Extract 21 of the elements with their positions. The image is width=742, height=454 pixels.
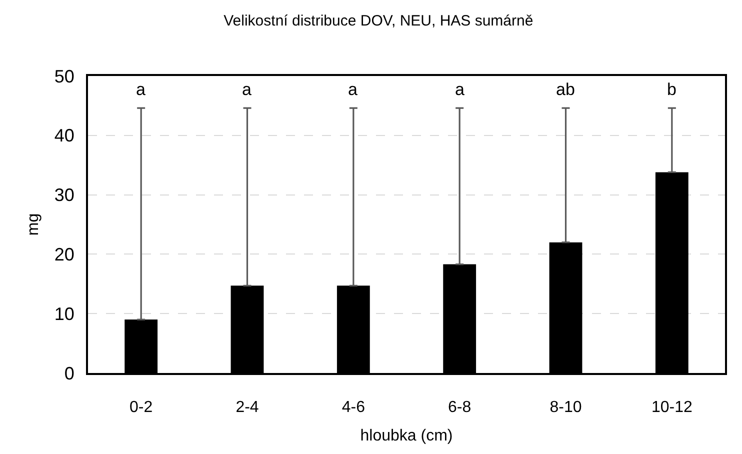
annotation: a	[455, 80, 465, 99]
annotation: a	[242, 80, 252, 99]
x-tick-label: 0-2	[130, 399, 153, 416]
x-tick-label: 2-4	[236, 399, 259, 416]
y-tick-label: 30	[54, 185, 74, 206]
chart-title: Velikostní distribuce DOV, NEU, HAS sumárně	[224, 12, 534, 30]
annotation: a	[348, 80, 358, 99]
annotation: ab	[556, 80, 575, 99]
y-tick-label: 20	[54, 244, 74, 264]
x-tick-label: 10-12	[651, 399, 692, 416]
y-tick-label: 10	[54, 304, 74, 324]
y-tick-label: 40	[54, 126, 74, 146]
y-tick-label: 50	[54, 66, 74, 86]
x-tick-label: 6-8	[448, 399, 472, 416]
x-tick-label: 4-6	[342, 399, 366, 416]
x-tick-label: 8-10	[550, 399, 582, 416]
annotation: b	[667, 80, 676, 99]
annotation: a	[136, 80, 146, 99]
x-axis-title: hloubka (cm)	[360, 427, 453, 444]
y-tick-label: 0	[64, 363, 74, 384]
y-axis-title: mg	[24, 213, 42, 236]
